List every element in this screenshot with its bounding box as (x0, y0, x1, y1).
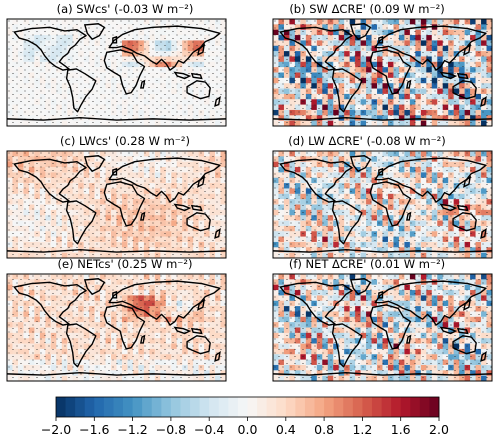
map-frame (272, 18, 493, 127)
colorbar-cell (142, 397, 153, 417)
map-frame (272, 150, 493, 259)
colorbar-tick-label: −0.8 (156, 422, 186, 437)
stippling-overlay (273, 274, 492, 381)
colorbar-tick-label: 1.2 (352, 422, 372, 437)
colorbar-cell (371, 397, 382, 417)
map-panel-c (6, 150, 227, 259)
colorbar-cell (228, 397, 239, 417)
colorbar-tick-label: 0.4 (276, 422, 296, 437)
colorbar-cell (343, 397, 354, 417)
panel-f-title: (f) NET ΔCRE' (0.01 W m⁻²) (289, 257, 445, 271)
map-frame (6, 273, 227, 382)
stippling-overlay (273, 19, 492, 126)
panel-d-title: (d) LW ΔCRE' (-0.08 W m⁻²) (288, 134, 446, 148)
colorbar-cell (352, 397, 363, 417)
colorbar-tick-label: −1.6 (79, 422, 109, 437)
colorbar-cell (381, 397, 392, 417)
panel-a-title: (a) SWcs' (-0.03 W m⁻²) (57, 2, 194, 16)
colorbar-cell (419, 397, 430, 417)
colorbar-tick-label: −1.2 (117, 422, 147, 437)
colorbar-cell (314, 397, 325, 417)
colorbar-cell (304, 397, 315, 417)
colorbar-cell (84, 397, 95, 417)
panel-e-title: (e) NETcs' (0.25 W m⁻²) (58, 257, 193, 271)
colorbar-cell (257, 397, 268, 417)
colorbar-cell (94, 397, 105, 417)
colorbar-cell (237, 397, 248, 417)
map-panel-b (272, 18, 493, 127)
colorbar-cell (333, 397, 344, 417)
colorbar-cell (400, 397, 411, 417)
colorbar-cell (123, 397, 133, 417)
colorbar-cell (429, 397, 440, 417)
colorbar-cell (103, 397, 114, 417)
stippling-overlay (273, 151, 492, 258)
colorbar-tick-label: 2.0 (429, 422, 449, 437)
colorbar-cell (180, 397, 191, 417)
colorbar-cell (65, 397, 76, 417)
map-panel-f (272, 273, 493, 382)
stippling-overlay (7, 274, 226, 381)
colorbar-cell (218, 397, 229, 417)
stippling-overlay (7, 19, 226, 126)
stippling-overlay (7, 151, 226, 258)
colorbar-cell (285, 397, 296, 417)
colorbar-tick-label: 0.0 (238, 422, 258, 437)
colorbar-cell (161, 397, 172, 417)
colorbar-tick-label: 1.6 (391, 422, 411, 437)
colorbar-cell (391, 397, 402, 417)
colorbar-cell (276, 397, 287, 417)
colorbar-cell (75, 397, 86, 417)
colorbar-cell (247, 397, 258, 417)
map-panel-e (6, 273, 227, 382)
colorbar-cell (324, 397, 335, 417)
colorbar-cell (209, 397, 220, 417)
colorbar-cell (199, 397, 210, 417)
colorbar-cell (56, 397, 66, 417)
colorbar-tick-label: −0.4 (194, 422, 224, 437)
colorbar-cell (190, 397, 201, 417)
colorbar-cell (266, 397, 277, 417)
map-panel-d (272, 150, 493, 259)
colorbar-cell (113, 397, 124, 417)
colorbar-tick-label: 0.8 (314, 422, 334, 437)
panel-c-title: (c) LWcs' (0.28 W m⁻²) (60, 134, 190, 148)
colorbar: −2.0 −1.6 −1.2 −0.8 −0.4 0.0 0.4 0.8 1.2 1.6 2.0 (41, 396, 449, 437)
colorbar-cell (151, 397, 162, 417)
colorbar-tick-label: −2.0 (41, 422, 71, 437)
map-panel-a (6, 18, 227, 127)
colorbar-cell (132, 397, 143, 417)
map-frame (6, 150, 227, 259)
colorbar-cell (410, 397, 421, 417)
panel-b-title: (b) SW ΔCRE' (0.09 W m⁻²) (289, 2, 444, 16)
colorbar-cell (295, 397, 306, 417)
colorbar-cell (362, 397, 373, 417)
colorbar-cell (170, 397, 181, 417)
map-frame (6, 18, 227, 127)
map-frame (272, 273, 493, 382)
